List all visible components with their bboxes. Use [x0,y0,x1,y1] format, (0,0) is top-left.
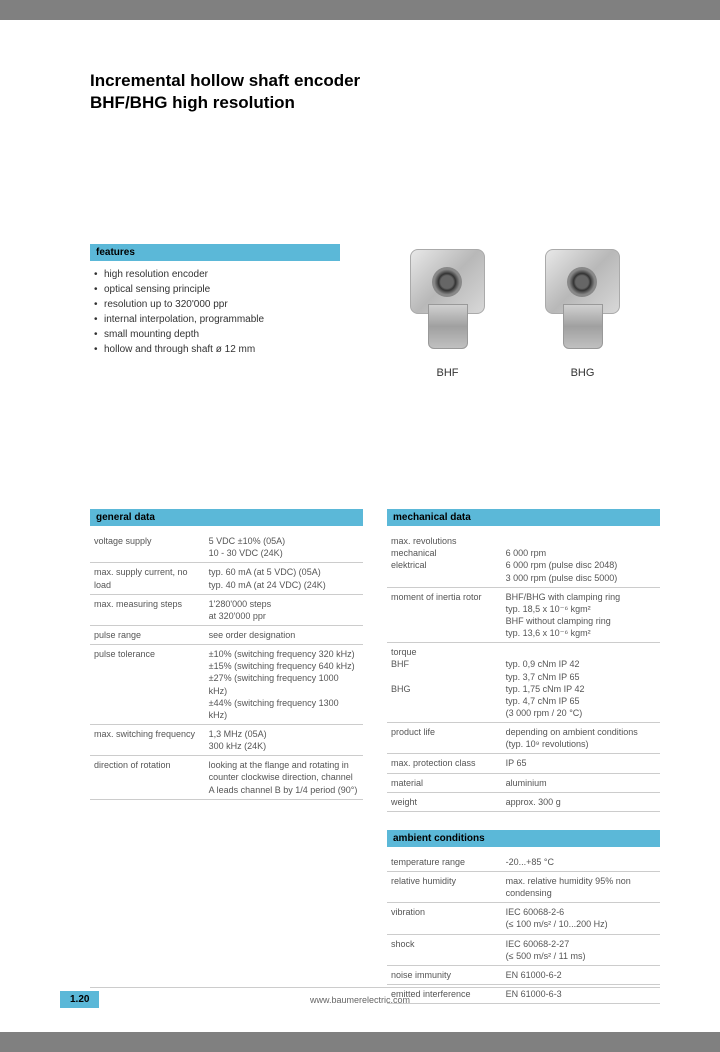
table-cell-label: max. revolutionsmechanicalelektrical [387,532,502,587]
table-row: max. supply current, no loadtyp. 60 mA (… [90,563,363,594]
table-cell-value: IEC 60068-2-27(≤ 500 m/s² / 11 ms) [502,934,660,965]
table-cell-value: 6 000 rpm6 000 rpm (pulse disc 2048)3 00… [502,532,660,587]
left-data-column: general data voltage supply5 VDC ±10% (0… [90,509,363,1022]
feature-item: internal interpolation, programmable [94,312,340,327]
table-row: materialaluminium [387,773,660,792]
page-footer: 1.20 www.baumerelectric.com [0,991,720,1008]
table-row: noise immunityEN 61000-6-2 [387,965,660,984]
table-cell-label: max. supply current, no load [90,563,205,594]
feature-item: resolution up to 320'000 ppr [94,297,340,312]
product-bhf: BHF [400,249,495,379]
table-row: pulse tolerance±10% (switching frequency… [90,645,363,725]
mechanical-data-header: mechanical data [387,509,660,526]
table-cell-value: EN 61000-6-2 [502,965,660,984]
table-row: temperature range-20...+85 °C [387,853,660,872]
table-cell-label: voltage supply [90,532,205,563]
general-data-header: general data [90,509,363,526]
table-row: weightapprox. 300 g [387,792,660,811]
product-images: BHF BHG [370,244,660,379]
table-cell-value: 1'280'000 stepsat 320'000 ppr [205,594,363,625]
table-cell-label: max. protection class [387,754,502,773]
datasheet-page: Incremental hollow shaft encoder BHF/BHG… [0,20,720,1032]
table-cell-label: shock [387,934,502,965]
right-data-column: mechanical data max. revolutionsmechanic… [387,509,660,1022]
table-row: relative humiditymax. relative humidity … [387,872,660,903]
table-cell-value: see order designation [205,626,363,645]
encoder-icon [535,249,630,349]
table-cell-label: moment of inertia rotor [387,587,502,643]
table-row: vibrationIEC 60068-2-6(≤ 100 m/s² / 10..… [387,903,660,934]
table-cell-value: approx. 300 g [502,792,660,811]
features-list: high resolution encoderoptical sensing p… [90,267,340,357]
table-row: shockIEC 60068-2-27(≤ 500 m/s² / 11 ms) [387,934,660,965]
table-row: product lifedepending on ambient conditi… [387,723,660,754]
page-number: 1.20 [60,991,99,1008]
table-cell-label: pulse tolerance [90,645,205,725]
table-cell-value: BHF/BHG with clamping ringtyp. 18,5 x 10… [502,587,660,643]
table-cell-label: vibration [387,903,502,934]
table-cell-value: aluminium [502,773,660,792]
table-cell-label: temperature range [387,853,502,872]
table-cell-value: max. relative humidity 95% non condensin… [502,872,660,903]
page-title: Incremental hollow shaft encoder BHF/BHG… [90,70,660,114]
mechanical-data-table: max. revolutionsmechanicalelektrical6 00… [387,532,660,812]
table-row: max. switching frequency1,3 MHz (05A)300… [90,725,363,756]
table-cell-label: noise immunity [387,965,502,984]
table-cell-label: product life [387,723,502,754]
ambient-conditions-header: ambient conditions [387,830,660,847]
table-row: pulse rangesee order designation [90,626,363,645]
table-cell-value: 5 VDC ±10% (05A)10 - 30 VDC (24K) [205,532,363,563]
table-row: torqueBHFBHGtyp. 0,9 cNm IP 42typ. 3,7 c… [387,643,660,723]
ambient-conditions-table: temperature range-20...+85 °Crelative hu… [387,853,660,1004]
product-label-bhf: BHF [437,367,459,379]
feature-item: optical sensing principle [94,282,340,297]
table-cell-value: 1,3 MHz (05A)300 kHz (24K) [205,725,363,756]
features-column: features high resolution encoderoptical … [90,244,340,379]
table-cell-value: typ. 60 mA (at 5 VDC) (05A)typ. 40 mA (a… [205,563,363,594]
table-cell-value: IP 65 [502,754,660,773]
table-cell-value: IEC 60068-2-6(≤ 100 m/s² / 10...200 Hz) [502,903,660,934]
general-data-table: voltage supply5 VDC ±10% (05A)10 - 30 VD… [90,532,363,800]
footer-rule [90,987,660,988]
table-cell-label: max. measuring steps [90,594,205,625]
table-row: max. measuring steps1'280'000 stepsat 32… [90,594,363,625]
footer-url: www.baumerelectric.com [310,995,410,1005]
table-row: voltage supply5 VDC ±10% (05A)10 - 30 VD… [90,532,363,563]
table-cell-label: pulse range [90,626,205,645]
features-header: features [90,244,340,261]
top-section: features high resolution encoderoptical … [90,244,660,379]
table-cell-value: typ. 0,9 cNm IP 42typ. 3,7 cNm IP 65typ.… [502,643,660,723]
table-row: max. revolutionsmechanicalelektrical6 00… [387,532,660,587]
title-line-2: BHF/BHG high resolution [90,93,295,112]
table-cell-value: looking at the flange and rotating in co… [205,756,363,799]
feature-item: small mounting depth [94,327,340,342]
table-cell-value: ±10% (switching frequency 320 kHz)±15% (… [205,645,363,725]
table-cell-label: material [387,773,502,792]
product-bhg: BHG [535,249,630,379]
table-row: direction of rotationlooking at the flan… [90,756,363,799]
title-line-1: Incremental hollow shaft encoder [90,71,360,90]
feature-item: hollow and through shaft ø 12 mm [94,342,340,357]
table-cell-label: relative humidity [387,872,502,903]
encoder-icon [400,249,495,349]
table-cell-value: -20...+85 °C [502,853,660,872]
table-cell-label: max. switching frequency [90,725,205,756]
data-columns: general data voltage supply5 VDC ±10% (0… [90,509,660,1022]
table-row: moment of inertia rotorBHF/BHG with clam… [387,587,660,643]
table-cell-label: weight [387,792,502,811]
table-cell-value: depending on ambient conditions (typ. 10… [502,723,660,754]
table-row: max. protection classIP 65 [387,754,660,773]
product-label-bhg: BHG [571,367,595,379]
table-cell-label: direction of rotation [90,756,205,799]
table-cell-label: torqueBHFBHG [387,643,502,723]
feature-item: high resolution encoder [94,267,340,282]
